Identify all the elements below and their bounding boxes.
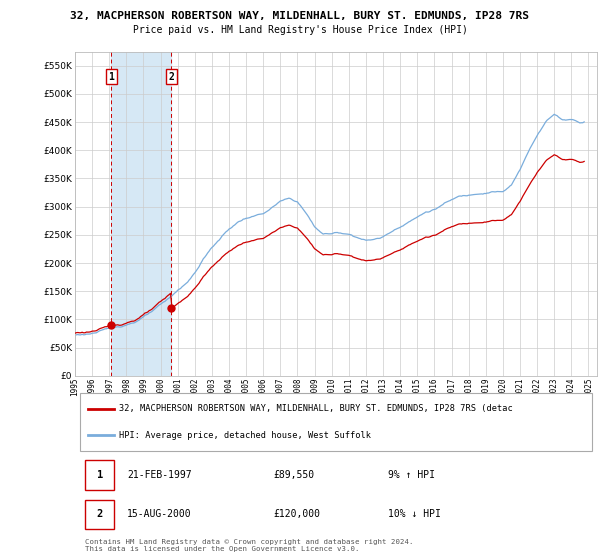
Text: 1: 1	[97, 470, 103, 479]
Text: 32, MACPHERSON ROBERTSON WAY, MILDENHALL, BURY ST. EDMUNDS, IP28 7RS (detac: 32, MACPHERSON ROBERTSON WAY, MILDENHALL…	[119, 404, 513, 413]
Bar	[80, 393, 592, 451]
Text: £120,000: £120,000	[274, 510, 320, 520]
Text: 2: 2	[168, 72, 174, 82]
Bar	[85, 500, 114, 529]
Bar	[85, 460, 114, 489]
Text: 21-FEB-1997: 21-FEB-1997	[127, 470, 192, 479]
Text: 15-AUG-2000: 15-AUG-2000	[127, 510, 192, 520]
Text: Price paid vs. HM Land Registry's House Price Index (HPI): Price paid vs. HM Land Registry's House …	[133, 25, 467, 35]
Text: 10% ↓ HPI: 10% ↓ HPI	[388, 510, 441, 520]
Text: 9% ↑ HPI: 9% ↑ HPI	[388, 470, 435, 479]
Text: 1: 1	[109, 72, 115, 82]
Text: HPI: Average price, detached house, West Suffolk: HPI: Average price, detached house, West…	[119, 431, 371, 440]
Text: 2: 2	[97, 510, 103, 520]
Bar	[112, 52, 171, 376]
Text: £89,550: £89,550	[274, 470, 314, 479]
Text: 32, MACPHERSON ROBERTSON WAY, MILDENHALL, BURY ST. EDMUNDS, IP28 7RS: 32, MACPHERSON ROBERTSON WAY, MILDENHALL…	[71, 11, 530, 21]
Text: Contains HM Land Registry data © Crown copyright and database right 2024.
This d: Contains HM Land Registry data © Crown c…	[85, 539, 414, 552]
